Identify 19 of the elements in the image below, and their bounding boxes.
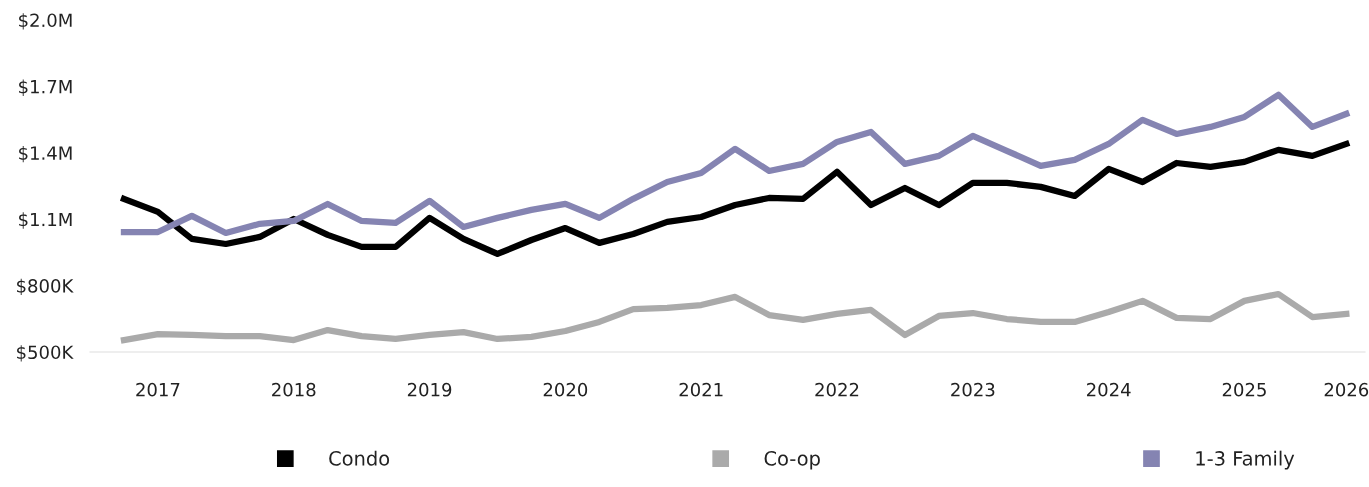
legend-label: Co-op xyxy=(764,451,820,470)
y-tick-label: $2.0M xyxy=(19,13,72,30)
legend-label: Condo xyxy=(329,450,390,466)
x-tick-label: 2022 xyxy=(815,382,859,397)
x-tick-label: 2023 xyxy=(951,382,995,397)
y-tick-label: $800K xyxy=(17,278,74,296)
x-tick-label: 2018 xyxy=(272,382,316,397)
y-tick-label: $1.1M xyxy=(19,212,72,229)
x-tick-label: 2020 xyxy=(543,382,588,397)
x-tick-label: 2017 xyxy=(136,382,180,397)
x-tick-label: 2019 xyxy=(407,382,452,397)
y-tick-label: $1.4M xyxy=(19,145,72,163)
x-tick-label: 2025 xyxy=(1222,382,1266,397)
x-tick-label: 2021 xyxy=(679,382,723,397)
y-tick-label: $500K xyxy=(17,345,74,362)
x-tick-label: 2024 xyxy=(1086,382,1131,397)
x-tick-label: 2026 xyxy=(1324,382,1369,397)
legend-label: 1-3 Family xyxy=(1196,450,1295,470)
y-tick-label: $1.7M xyxy=(19,79,72,96)
